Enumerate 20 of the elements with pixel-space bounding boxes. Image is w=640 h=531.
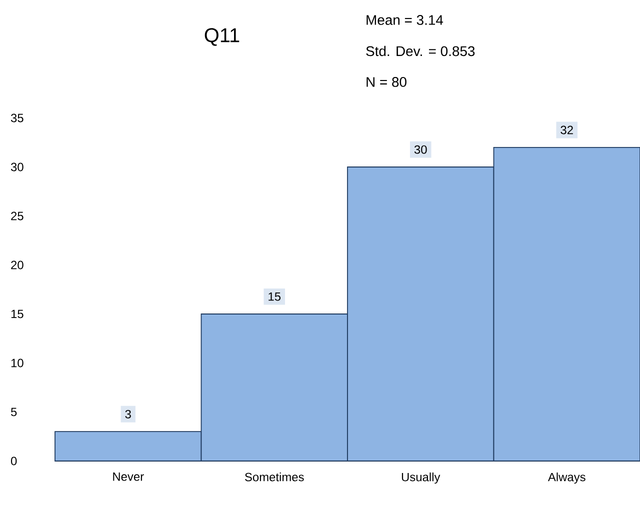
x-tick-label: Sometimes [245, 472, 304, 482]
text: Mean = 3.14 [366, 15, 444, 25]
x-tick-label: Never [113, 472, 144, 481]
y-tick-label: 30 [10, 162, 24, 172]
data-label: 30 [414, 145, 427, 154]
y-tick-label: 20 [11, 260, 24, 270]
x-tick-label: Usually [402, 472, 440, 484]
x-tick-label: Always [548, 472, 586, 484]
y-tick-label: 0 [10, 456, 17, 466]
y-tick-label: 10 [11, 358, 24, 368]
text: Std. Dev. = 0.853 [366, 46, 475, 56]
data-label: 32 [560, 126, 573, 134]
data-label: 15 [268, 292, 281, 301]
text: N = 80 [366, 77, 406, 87]
data-label: 3 [125, 410, 131, 418]
y-tick-label: 15 [11, 310, 24, 318]
chart-title: Q11 [204, 28, 240, 46]
y-tick-label: 35 [10, 114, 24, 122]
y-tick-label: 5 [11, 408, 17, 416]
y-tick-label: 25 [11, 212, 24, 220]
